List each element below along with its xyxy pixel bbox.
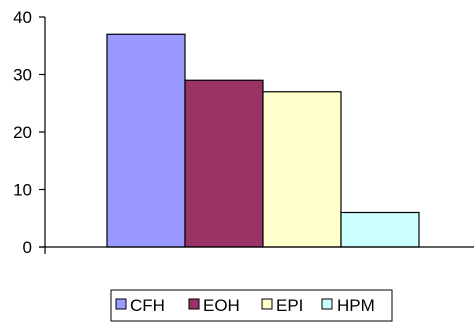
legend-label-epi: EPI [276, 296, 303, 315]
y-axis: 0 10 20 30 40 [13, 8, 46, 257]
legend-label-cfh: CFH [130, 296, 165, 315]
legend-swatch-hpm [321, 298, 333, 310]
y-tick-label: 30 [13, 66, 32, 85]
y-tick-label: 40 [13, 8, 32, 27]
legend-swatch-eoh [188, 298, 200, 310]
y-tick-label: 20 [13, 123, 32, 142]
legend-label-eoh: EOH [203, 296, 240, 315]
legend: CFH EOH EPI HPM [110, 289, 393, 322]
bar-hpm [340, 211, 420, 248]
bar-epi [262, 91, 342, 248]
legend-label-hpm: HPM [337, 296, 375, 315]
legend-box [110, 289, 393, 322]
y-tick-label: 10 [13, 181, 32, 200]
legend-swatch-cfh [115, 298, 127, 310]
bar-cfh [106, 33, 186, 248]
legend-swatch-epi [261, 298, 273, 310]
y-tick-label: 0 [23, 238, 32, 257]
bars [106, 33, 420, 248]
bar-eoh [184, 79, 264, 248]
